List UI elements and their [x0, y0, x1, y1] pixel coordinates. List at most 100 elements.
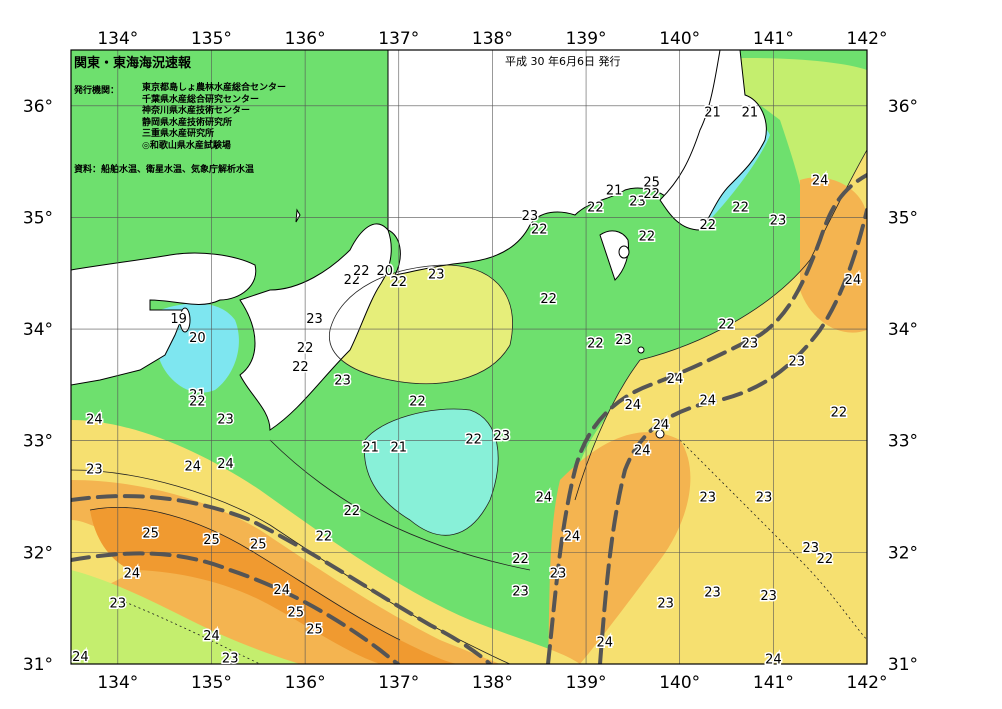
- contour-value-label: 21: [189, 388, 206, 403]
- issuer-item: 神奈川県水産技術センター: [142, 106, 251, 116]
- contour-value-label: 24: [184, 459, 201, 474]
- lon-tick-label: 134°: [97, 29, 138, 49]
- contour-value-label: 23: [657, 597, 674, 612]
- contour-value-label: 24: [765, 652, 782, 667]
- contour-value-label: 25: [250, 537, 267, 552]
- lon-tick-label: 135°: [191, 29, 232, 49]
- contour-value-label: 21: [362, 440, 379, 455]
- contour-value-label: 22: [297, 341, 314, 356]
- lat-tick-label: 32°: [23, 543, 53, 563]
- issuer-item: 千葉県水産総合研究センター: [142, 94, 260, 105]
- contour-value-label: 22: [344, 273, 361, 288]
- land-sado-spit: [295, 208, 301, 223]
- lat-tick-label: 34°: [23, 320, 53, 340]
- contour-value-label: 22: [817, 552, 834, 567]
- contour-value-label: 23: [704, 585, 721, 600]
- contour-value-label: 23: [522, 209, 539, 224]
- contour-value-label: 22: [700, 218, 717, 233]
- contour-value-label: 20: [376, 264, 393, 279]
- land-izu-peninsula: [599, 230, 629, 281]
- data-source-note: 資料：船舶水温、衛星水温、気象庁解析水温: [74, 165, 255, 175]
- lon-tick-label: 134°: [97, 673, 138, 693]
- contour-value-label: 22: [587, 336, 604, 351]
- axis-ticks: 134° 134° 135° 135° 136° 136° 137° 137° 138° 138°…: [23, 29, 918, 693]
- contour-value-label: 22: [718, 318, 735, 333]
- contour-value-label: 23: [760, 589, 777, 604]
- contour-value-label: 22: [353, 264, 370, 279]
- contour-value-label: 22: [512, 552, 529, 567]
- contour-value-label: 25: [306, 622, 323, 637]
- contour-line: [71, 469, 511, 664]
- contour-value-label: 22: [587, 200, 604, 215]
- kuroshio-east-outer: [598, 208, 867, 664]
- land-mass: [71, 50, 767, 439]
- lon-tick-label: 135°: [191, 673, 232, 693]
- map-frame: [70, 49, 868, 665]
- contour-value-label: 25: [203, 533, 220, 548]
- lat-tick-label: 33°: [888, 432, 918, 452]
- lon-tick-label: 142°: [847, 29, 888, 49]
- contour-value-label: 23: [629, 195, 646, 210]
- land-awaji: [179, 307, 191, 333]
- lat-tick-label: 33°: [23, 432, 53, 452]
- contour-value-label: 24: [124, 566, 141, 581]
- lon-tick-label: 142°: [847, 673, 888, 693]
- contour-value-label: 22: [189, 395, 206, 410]
- land-hachijo: [655, 429, 665, 439]
- contour-line: [269, 439, 531, 571]
- lon-tick-label: 139°: [566, 29, 607, 49]
- contour-value-label: 22: [643, 187, 660, 202]
- contour-value-label: 22: [409, 395, 426, 410]
- kuroshio-north-line: [71, 494, 492, 664]
- contour-value-label: 23: [742, 336, 759, 351]
- contour-value-label: 24: [217, 457, 234, 472]
- lon-tick-label: 138°: [472, 673, 513, 693]
- issue-date: 平成 30 年6月6日 発行: [505, 55, 621, 68]
- contour-value-label: 23: [494, 429, 511, 444]
- lon-tick-label: 141°: [753, 673, 794, 693]
- contour-line: [328, 264, 513, 385]
- contour-value-label: 24: [203, 629, 220, 644]
- sst-zone-23-sw: [71, 570, 300, 664]
- land-miyake: [637, 346, 645, 354]
- lat-tick-label: 31°: [888, 655, 918, 675]
- lat-tick-label: 31°: [23, 655, 53, 675]
- kuroshio-south-line: [71, 551, 400, 664]
- contour-value-label: 25: [287, 606, 304, 621]
- contour-value-label: 24: [86, 412, 103, 427]
- contour-value-label: 23: [306, 312, 323, 327]
- lon-tick-label: 136°: [285, 29, 326, 49]
- land-shikoku: [71, 252, 257, 386]
- land-oshima: [618, 245, 630, 259]
- lat-tick-label: 34°: [888, 320, 918, 340]
- lon-tick-label: 140°: [659, 673, 700, 693]
- contour-value-label: 23: [217, 412, 234, 427]
- contour-value-label: 22: [831, 406, 848, 421]
- contour-line: [119, 599, 261, 664]
- sst-zone-26-core: [90, 507, 460, 664]
- contour-value-label: 24: [72, 650, 89, 665]
- contour-value-label: 24: [273, 583, 290, 598]
- sst-contour-lines: [71, 149, 867, 664]
- sst-zone-23-north: [329, 265, 513, 384]
- contour-value-label: 24: [634, 444, 651, 459]
- contour-value-label: 20: [189, 331, 206, 346]
- contour-value-label: 21: [742, 105, 759, 120]
- contour-value-label: 24: [564, 530, 581, 545]
- contour-value-label: 22: [639, 229, 656, 244]
- issuer-item: 静岡県水産技術研究所: [142, 117, 233, 128]
- contour-value-label: 22: [531, 223, 548, 238]
- contour-value-label: 23: [222, 651, 239, 666]
- contour-value-label: 22: [540, 292, 557, 307]
- contour-value-label: 22: [344, 504, 361, 519]
- contour-line: [89, 507, 401, 641]
- contour-value-label: 22: [732, 200, 749, 215]
- lon-tick-label: 137°: [378, 29, 419, 49]
- lon-tick-label: 140°: [659, 29, 700, 49]
- lat-tick-label: 35°: [888, 208, 918, 228]
- lon-tick-label: 138°: [472, 29, 513, 49]
- contour-value-label: 22: [465, 432, 482, 447]
- contour-value-label: 23: [770, 214, 787, 229]
- contour-value-label: 23: [512, 584, 529, 599]
